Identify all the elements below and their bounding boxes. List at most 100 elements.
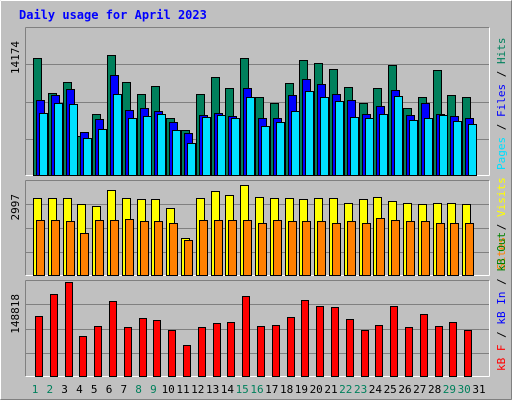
x-tick-label: 20 [310, 383, 323, 396]
bar-pages-day-16 [261, 126, 270, 176]
bar-kb-f-day-21 [331, 307, 339, 377]
bar-sites-day-16 [258, 223, 267, 276]
x-tick-label: 15 [236, 383, 249, 396]
legend-entry: Visits [495, 177, 508, 217]
legend-entry: Sites [495, 237, 508, 270]
legend-entry: Files [495, 84, 508, 117]
bar-sites-day-2 [51, 220, 60, 276]
bar-kb-f-day-27 [420, 314, 428, 377]
chart-panel-1: 14174 Pages / Files / Hits [9, 27, 508, 176]
bar-kb-f-day-24 [375, 325, 383, 377]
bar-sites-day-8 [140, 221, 149, 276]
bar-pages-day-23 [365, 118, 374, 176]
x-tick-label: 24 [369, 383, 383, 396]
bar-pages-day-2 [54, 103, 63, 176]
bar-pages-day-7 [128, 118, 137, 176]
bar-pages-day-24 [379, 114, 388, 176]
bar-kb-f-day-15 [242, 296, 250, 377]
x-tick-label: 22 [339, 383, 352, 396]
bar-pages-day-14 [231, 118, 240, 176]
bar-sites-day-12 [199, 220, 208, 276]
bar-pages-day-30 [468, 124, 477, 176]
y-tick-label: 2997 [9, 194, 22, 221]
legend-separator: / [495, 64, 508, 84]
legend-separator: / [495, 117, 508, 137]
bar-pages-day-5 [98, 129, 107, 176]
bar-kb-f-day-25 [390, 306, 398, 377]
bar-pages-day-12 [202, 117, 211, 176]
bar-kb-f-day-16 [257, 326, 265, 377]
x-tick-label: 1 [32, 383, 39, 396]
x-tick-label: 13 [206, 383, 219, 396]
x-tick-label: 18 [280, 383, 293, 396]
bar-sites-day-26 [406, 221, 415, 276]
bar-sites-day-29 [450, 223, 459, 276]
bar-kb-f-day-2 [50, 294, 58, 377]
bar-kb-f-day-29 [449, 322, 457, 377]
chart-title: Daily usage for April 2023 [19, 8, 207, 22]
x-tick-label: 12 [191, 383, 204, 396]
x-axis-labels: 1 2 3 4 5 6 7 8 9 10 11 12 13 14 15 16 17 18 19 20 21 22 23 24 2… [32, 383, 486, 396]
legend-separator: / [495, 272, 508, 292]
bar-kb-f-day-13 [213, 323, 221, 377]
x-tick-label: 3 [61, 383, 68, 396]
x-tick-label: 2 [46, 383, 53, 396]
series-legend: kB F / kB In / kB Out [495, 232, 508, 371]
bar-pages-day-11 [187, 143, 196, 176]
bar-sites-day-10 [169, 223, 178, 276]
y-tick-label: 14174 [9, 41, 22, 74]
bar-sites-day-9 [154, 221, 163, 276]
bar-pages-day-22 [350, 117, 359, 176]
bar-pages-day-4 [83, 138, 92, 176]
bar-kb-f-day-5 [94, 326, 102, 377]
bar-pages-day-9 [157, 114, 166, 176]
bar-kb-f-day-3 [65, 282, 73, 377]
x-tick-label: 27 [413, 383, 426, 396]
bar-sites-day-30 [465, 223, 474, 276]
bar-sites-day-25 [391, 220, 400, 276]
bar-kb-f-day-26 [405, 327, 413, 377]
x-tick-label: 21 [324, 383, 337, 396]
bar-kb-f-day-14 [227, 322, 235, 377]
legend-entry: kB Out [495, 232, 508, 272]
x-tick-label: 30 [458, 383, 471, 396]
x-tick-label: 5 [91, 383, 98, 396]
bar-kb-f-day-23 [361, 330, 369, 377]
bar-kb-f-day-17 [272, 325, 280, 377]
bar-sites-day-24 [376, 218, 385, 276]
bar-pages-day-19 [305, 91, 314, 176]
bar-pages-day-17 [276, 122, 285, 176]
legend-separator: / [495, 325, 508, 345]
bar-sites-day-6 [110, 220, 119, 276]
bar-pages-day-1 [39, 113, 48, 176]
bar-sites-day-15 [243, 220, 252, 276]
bar-sites-day-7 [125, 219, 134, 276]
bar-kb-f-day-18 [287, 317, 295, 377]
bar-sites-day-17 [273, 220, 282, 276]
x-tick-label: 26 [398, 383, 411, 396]
bar-kb-f-day-19 [301, 300, 309, 377]
bar-sites-day-18 [288, 221, 297, 276]
bar-sites-day-28 [436, 223, 445, 276]
bar-sites-day-23 [362, 223, 371, 276]
series-legend: Pages / Files / Hits [495, 38, 508, 171]
x-tick-label: 28 [428, 383, 441, 396]
bar-kb-f-day-11 [183, 345, 191, 377]
bar-pages-day-13 [217, 115, 226, 176]
bar-sites-day-13 [214, 220, 223, 276]
bar-kb-f-day-1 [35, 316, 43, 377]
bar-kb-f-day-22 [346, 319, 354, 377]
x-tick-label: 31 [472, 383, 485, 396]
bar-pages-day-29 [453, 121, 462, 176]
bar-sites-day-27 [421, 221, 430, 276]
y-tick-label: 148818 [9, 294, 22, 334]
x-tick-label: 19 [295, 383, 308, 396]
x-tick-label: 25 [384, 383, 397, 396]
x-tick-label: 6 [106, 383, 113, 396]
x-tick-label: 23 [354, 383, 367, 396]
bar-pages-day-3 [69, 104, 78, 176]
bar-pages-day-8 [143, 116, 152, 176]
bar-kb-f-day-8 [139, 318, 147, 377]
